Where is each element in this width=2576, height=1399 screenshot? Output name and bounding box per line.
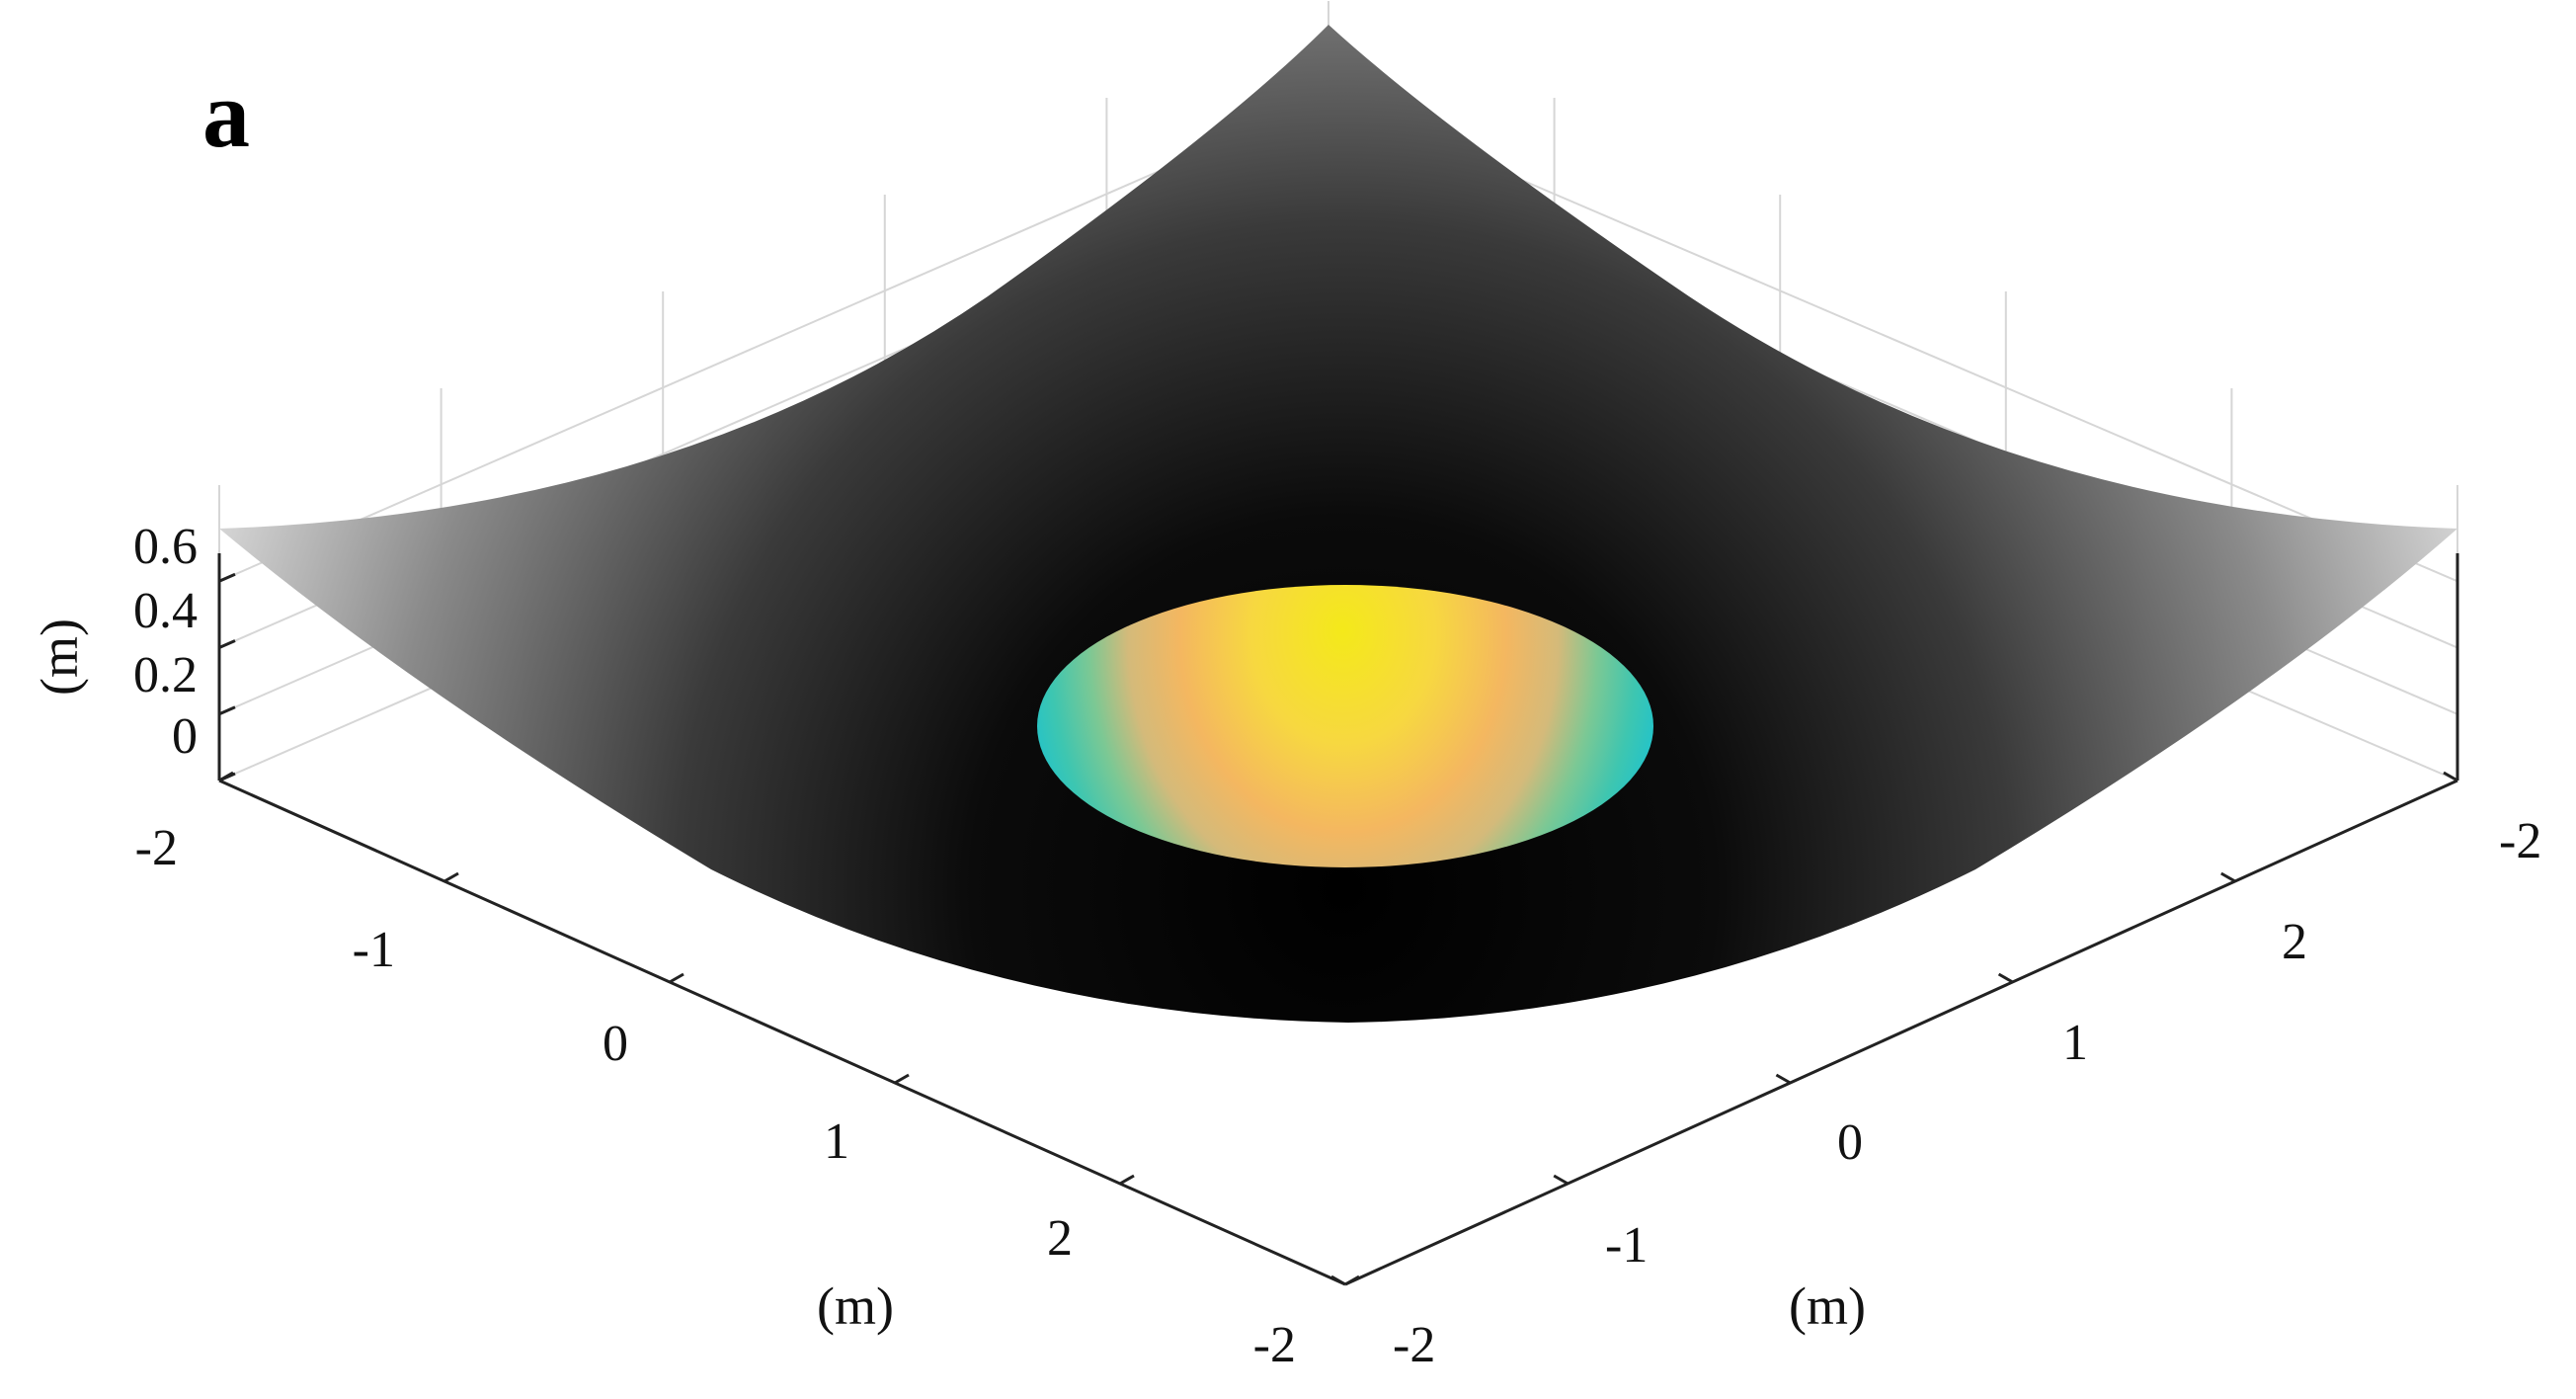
x-tick-label: -1 (353, 922, 395, 978)
z-tick-label: 0.4 (133, 583, 198, 639)
y-tick-label: 0 (1837, 1114, 1863, 1171)
z-tick (218, 572, 236, 583)
y-tick (1997, 972, 2014, 984)
x-tick (669, 972, 684, 984)
y-tick (1775, 1073, 1792, 1085)
x-tick-label: 0 (603, 1016, 628, 1072)
z-tick-label: 0.2 (133, 647, 198, 703)
cap-surface (1037, 585, 1653, 867)
x-tick (1119, 1174, 1135, 1186)
bowl-surface (219, 25, 2457, 1023)
y-tick (2443, 771, 2458, 782)
y-tick-label: -1 (1605, 1217, 1648, 1274)
y-tick-label: 2 (2282, 914, 2307, 970)
y-tick (1553, 1174, 1569, 1186)
z-tick-label: 0 (172, 708, 198, 765)
x-tick-label: -2 (1253, 1317, 1296, 1373)
axis-labels: 0.6 0.4 0.2 0 (m) -2 -1 0 1 2 -2 (m) -2 … (30, 519, 2541, 1373)
x-tick-label: -2 (135, 820, 178, 876)
grid-line (218, 96, 1329, 583)
z-tick (218, 705, 236, 716)
z-tick (218, 772, 236, 782)
x-tick-label: 1 (824, 1113, 849, 1170)
y-axis-label: (m) (1789, 1276, 1866, 1336)
x-axis-line (218, 779, 1346, 1286)
y-tick-label: -2 (2499, 813, 2541, 869)
x-tick (443, 871, 459, 883)
y-tick-label: 1 (2062, 1015, 2088, 1071)
z-axis-label: (m) (30, 618, 89, 696)
y-axis-line (1344, 779, 2458, 1286)
x-tick-label: 2 (1047, 1210, 1073, 1267)
z-tick-label: 0.6 (133, 519, 198, 575)
panel-label: a (202, 61, 250, 167)
axes (217, 553, 2459, 1286)
x-axis-label: (m) (817, 1276, 894, 1336)
z-tick (218, 639, 236, 649)
y-tick-label: -2 (1393, 1317, 1435, 1373)
x-tick (894, 1073, 910, 1085)
y-tick (1330, 1275, 1346, 1286)
y-tick (2220, 871, 2236, 883)
x-tick (1344, 1275, 1360, 1286)
